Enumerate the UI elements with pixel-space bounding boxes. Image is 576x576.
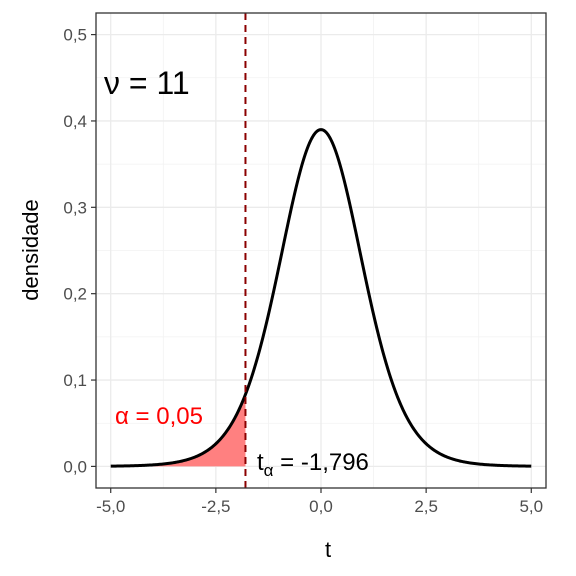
y-axis-ticks: 0,0 0,1 0,2 0,3 0,4 0,5 (63, 26, 96, 476)
y-tick-label: 0,1 (63, 371, 87, 390)
y-tick-label: 0,2 (63, 285, 87, 304)
t-symbol: t (257, 449, 264, 476)
alpha-value: = 0,05 (129, 403, 203, 430)
x-tick-label: 5,0 (519, 497, 543, 516)
x-axis-ticks: -5,0 -2,5 0,0 2,5 5,0 (96, 488, 543, 516)
x-axis-title: t (325, 537, 331, 562)
y-tick-label: 0,5 (63, 26, 87, 45)
t-critical-annotation: tα = -1,796 (257, 449, 369, 480)
y-tick-label: 0,3 (63, 198, 87, 217)
x-tick-label: -5,0 (96, 497, 125, 516)
alpha-symbol: α (115, 403, 129, 430)
nu-annotation: ν = 11 (104, 65, 190, 101)
nu-value: = 11 (120, 65, 190, 101)
x-tick-label: 2,5 (414, 497, 438, 516)
t-subscript: α (264, 461, 274, 480)
t-value: = -1,796 (274, 449, 369, 476)
grid-major (96, 13, 546, 488)
x-tick-label: -2,5 (201, 497, 230, 516)
y-axis-title: densidade (18, 199, 43, 301)
alpha-annotation: α = 0,05 (115, 403, 203, 430)
density-curve (110, 128, 532, 468)
y-tick-label: 0,0 (63, 457, 87, 476)
x-tick-label: 0,0 (309, 497, 333, 516)
nu-symbol: ν (104, 65, 120, 101)
y-tick-label: 0,4 (63, 112, 87, 131)
